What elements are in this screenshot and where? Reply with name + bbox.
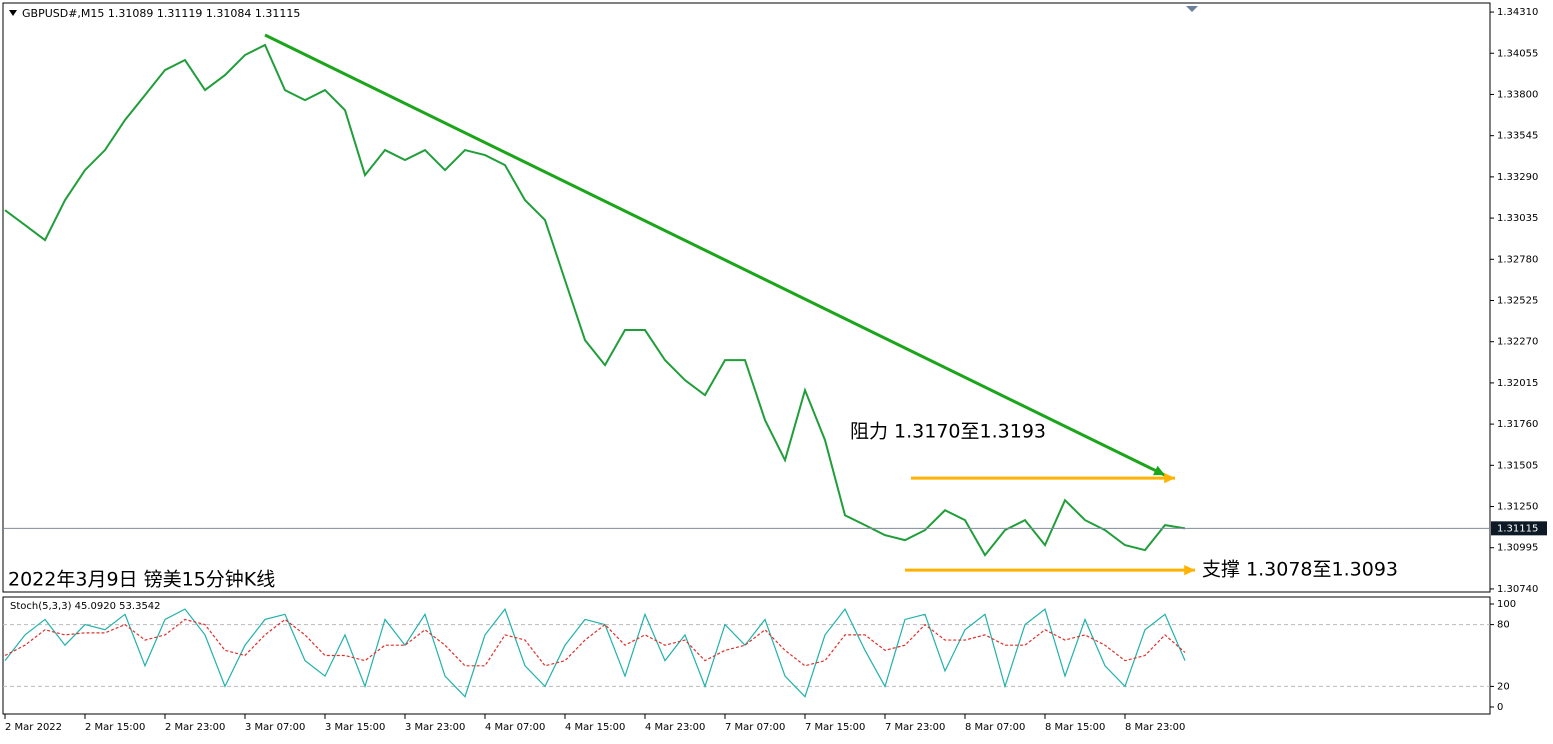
stoch-title: Stoch(5,3,3) 45.0920 53.3542 <box>10 601 161 612</box>
y-tick-label: 100 <box>1497 599 1516 610</box>
y-tick-label: 1.33800 <box>1497 89 1538 100</box>
chart-title: GBPUSD#,M15 1.31089 1.31119 1.31084 1.31… <box>22 7 300 20</box>
current-price-box <box>1491 521 1547 536</box>
y-tick-label: 1.34055 <box>1497 48 1538 59</box>
shift-marker <box>1186 6 1198 12</box>
series-line <box>4 43 1186 557</box>
x-tick-label: 3 Mar 23:00 <box>405 722 465 733</box>
caption: 2022年3月9日 镑美15分钟K线 <box>8 569 275 591</box>
y-tick-label: 1.34310 <box>1497 7 1538 18</box>
menu-arrow[interactable] <box>9 10 17 16</box>
x-tick-label: 2 Mar 23:00 <box>165 722 225 733</box>
arrow-head <box>1153 465 1165 476</box>
y-tick-label: 1.32525 <box>1497 295 1538 306</box>
x-tick-label: 4 Mar 07:00 <box>485 722 545 733</box>
y-tick-label: 20 <box>1497 681 1510 692</box>
stoch-panel <box>2 596 1491 715</box>
y-tick-label: 1.31250 <box>1497 502 1538 513</box>
x-tick-label: 3 Mar 15:00 <box>325 722 385 733</box>
x-tick-label: 8 Mar 23:00 <box>1125 722 1185 733</box>
x-tick-label: 8 Mar 07:00 <box>965 722 1025 733</box>
x-tick-label: 7 Mar 23:00 <box>885 722 945 733</box>
x-tick-label: 7 Mar 15:00 <box>805 722 865 733</box>
y-tick-label: 1.31760 <box>1497 419 1538 430</box>
x-tick-label: 7 Mar 07:00 <box>725 722 785 733</box>
y-tick-label: 80 <box>1497 620 1510 631</box>
current-price-label: 1.31115 <box>1497 523 1538 534</box>
y-tick-label: 1.30740 <box>1497 584 1538 595</box>
x-tick-label: 2 Mar 15:00 <box>85 722 145 733</box>
y-tick-label: 0 <box>1497 702 1503 713</box>
y-tick-label: 1.31505 <box>1497 460 1538 471</box>
y-tick-label: 1.30995 <box>1497 543 1538 554</box>
resistance-label: 阻力 1.3170至1.3193 <box>850 421 1046 443</box>
x-tick-label: 3 Mar 07:00 <box>245 722 305 733</box>
trend-line <box>264 33 1166 477</box>
y-tick-label: 1.33035 <box>1497 213 1538 224</box>
price-panel <box>2 2 1491 593</box>
y-tick-label: 1.33545 <box>1497 131 1538 142</box>
y-tick-label: 1.33290 <box>1497 172 1538 183</box>
y-tick-label: 1.32270 <box>1497 337 1538 348</box>
x-tick-label: 2 Mar 2022 <box>5 722 62 733</box>
arrow-head <box>1184 564 1195 576</box>
y-tick-label: 1.32780 <box>1497 254 1538 265</box>
support-label: 支撑 1.3078至1.3093 <box>1202 559 1398 581</box>
x-tick-label: 4 Mar 15:00 <box>565 722 625 733</box>
x-tick-label: 4 Mar 23:00 <box>645 722 705 733</box>
x-tick-label: 8 Mar 15:00 <box>1045 722 1105 733</box>
arrow-head <box>1164 472 1175 484</box>
series-line <box>4 618 1186 667</box>
series-line <box>4 607 1186 698</box>
y-tick-label: 1.32015 <box>1497 378 1538 389</box>
